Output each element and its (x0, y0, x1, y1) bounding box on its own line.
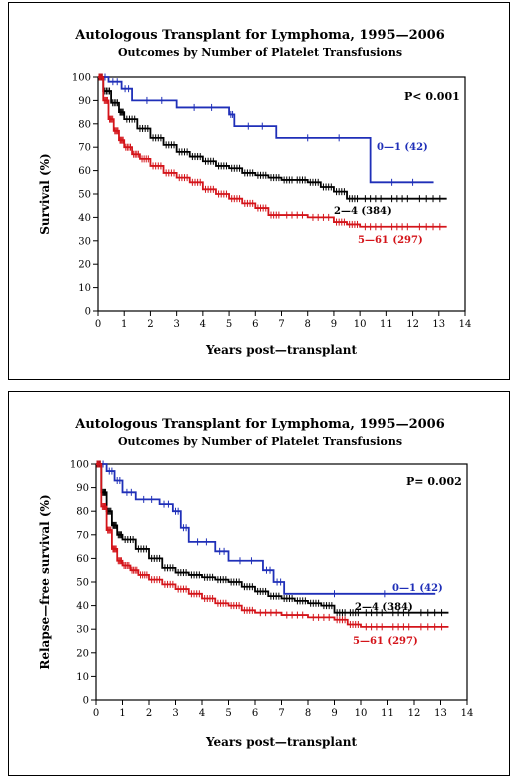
y-tick-label: 50 (76, 578, 89, 589)
series-label-group_2_4: 2—4 (384) (334, 206, 392, 217)
series-label-group_5_61: 5—61 (297) (358, 235, 423, 246)
x-tick-label: 8 (305, 319, 311, 330)
x-tick-label: 13 (434, 708, 447, 719)
relapse-free-survival-chart: Autologous Transplant for Lymphoma, 1995… (38, 417, 474, 749)
y-tick-label: 100 (72, 73, 91, 84)
y-tick-label: 50 (78, 190, 91, 201)
chart-title: Autologous Transplant for Lymphoma, 1995… (74, 417, 445, 432)
x-tick-label: 3 (172, 708, 178, 719)
series-line-group_5_61 (96, 463, 449, 628)
series-label-group_0_1: 0—1 (42) (392, 583, 443, 594)
x-tick-label: 5 (226, 319, 232, 330)
y-tick-label: 10 (76, 672, 89, 683)
series-line-group_2_4 (96, 463, 449, 614)
y-tick-label: 40 (78, 213, 91, 224)
y-tick-label: 70 (78, 143, 91, 154)
x-tick-label: 14 (461, 708, 474, 719)
y-axis-label: Survival (%) (38, 153, 52, 235)
x-tick-label: 6 (252, 708, 258, 719)
y-tick-label: 60 (76, 554, 89, 565)
y-tick-label: 40 (76, 601, 89, 612)
p-value-annotation: P< 0.001 (404, 90, 460, 103)
x-tick-label: 4 (199, 708, 205, 719)
x-tick-label: 4 (200, 319, 206, 330)
y-tick-label: 30 (78, 236, 91, 247)
y-tick-label: 30 (76, 625, 89, 636)
series-line-group_5_61 (98, 76, 447, 228)
x-tick-label: 5 (225, 708, 231, 719)
survival-chart: Autologous Transplant for Lymphoma, 1995… (38, 28, 472, 357)
y-tick-label: 10 (78, 283, 91, 294)
x-tick-label: 7 (278, 319, 284, 330)
series-line-group_0_1 (96, 463, 436, 595)
x-tick-label: 0 (95, 319, 101, 330)
y-tick-label: 100 (70, 460, 89, 471)
series-label-group_0_1: 0—1 (42) (377, 142, 428, 153)
y-tick-label: 60 (78, 166, 91, 177)
x-tick-label: 14 (459, 319, 472, 330)
series-label-group_5_61: 5—61 (297) (353, 636, 418, 647)
x-tick-label: 9 (331, 708, 337, 719)
y-tick-label: 80 (78, 119, 91, 130)
y-tick-label: 20 (78, 260, 91, 271)
p-value-annotation: P= 0.002 (406, 475, 462, 488)
x-tick-label: 9 (331, 319, 337, 330)
x-tick-label: 3 (173, 319, 179, 330)
x-tick-label: 13 (432, 319, 445, 330)
x-axis-label: Years post—transplant (205, 735, 357, 749)
x-tick-label: 11 (380, 319, 393, 330)
x-tick-label: 11 (381, 708, 394, 719)
y-tick-label: 70 (76, 530, 89, 541)
x-tick-label: 10 (355, 708, 368, 719)
x-tick-label: 10 (354, 319, 367, 330)
y-tick-label: 20 (76, 648, 89, 659)
x-tick-label: 12 (406, 319, 419, 330)
x-tick-label: 12 (408, 708, 421, 719)
y-tick-label: 90 (78, 96, 91, 107)
chart-title: Autologous Transplant for Lymphoma, 1995… (74, 28, 445, 43)
plot-frame (97, 76, 466, 312)
survival-chart-panel: Autologous Transplant for Lymphoma, 1995… (8, 2, 510, 380)
x-tick-label: 1 (119, 708, 125, 719)
x-tick-label: 0 (93, 708, 99, 719)
x-tick-label: 1 (121, 319, 127, 330)
x-tick-label: 2 (147, 319, 153, 330)
x-tick-label: 6 (252, 319, 258, 330)
x-tick-label: 8 (305, 708, 311, 719)
y-tick-label: 0 (85, 307, 91, 318)
y-tick-label: 90 (76, 483, 89, 494)
y-axis-label: Relapse—free survival (%) (38, 494, 52, 669)
x-tick-label: 2 (146, 708, 152, 719)
x-axis-label: Years post—transplant (205, 343, 357, 357)
y-tick-label: 0 (83, 696, 89, 707)
chart-subtitle: Outcomes by Number of Platelet Transfusi… (118, 46, 402, 59)
series-line-group_0_1 (98, 76, 434, 184)
y-tick-label: 80 (76, 507, 89, 518)
x-tick-label: 7 (278, 708, 284, 719)
series-line-group_2_4 (98, 76, 447, 200)
relapse-free-survival-chart-panel: Autologous Transplant for Lymphoma, 1995… (8, 391, 510, 776)
chart-subtitle: Outcomes by Number of Platelet Transfusi… (118, 435, 402, 448)
series-label-group_2_4: 2—4 (384) (355, 602, 413, 613)
